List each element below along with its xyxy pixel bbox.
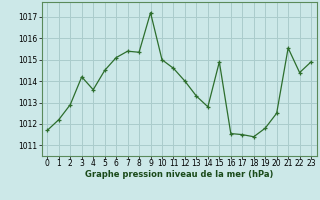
X-axis label: Graphe pression niveau de la mer (hPa): Graphe pression niveau de la mer (hPa) [85, 170, 273, 179]
